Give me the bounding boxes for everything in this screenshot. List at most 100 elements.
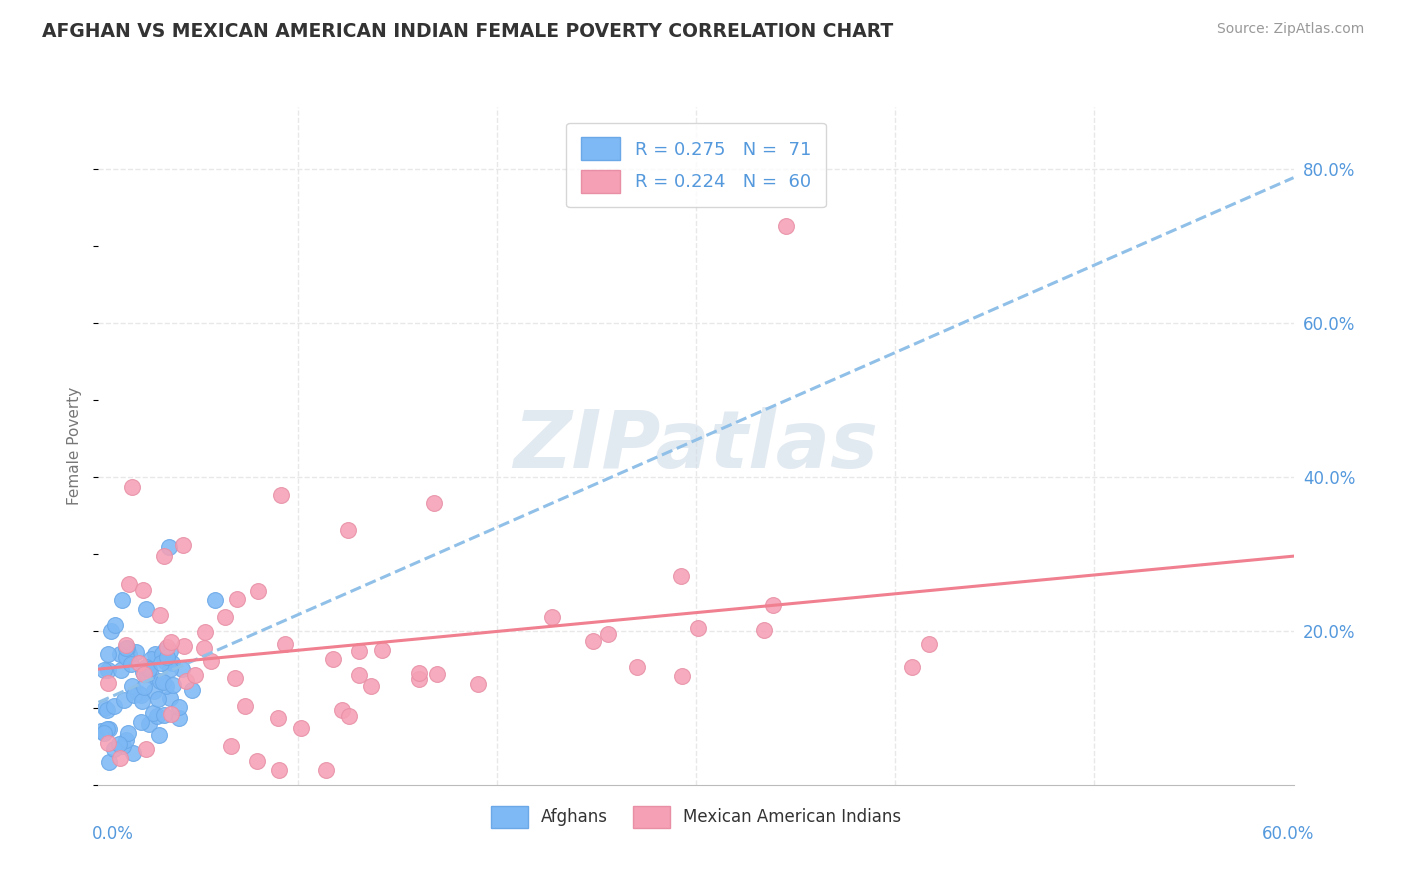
Point [111, 739, 134, 753]
Point [94, 701, 117, 715]
Point [118, 577, 141, 591]
Point [273, 637, 295, 651]
Point [193, 624, 215, 639]
Point [153, 643, 176, 657]
Point [128, 657, 150, 671]
Point [193, 640, 215, 655]
Point [146, 709, 169, 723]
Point [172, 538, 194, 552]
Point [129, 715, 152, 730]
Point [115, 639, 138, 653]
Point [159, 644, 181, 658]
Point [156, 640, 179, 655]
Point [143, 647, 166, 661]
Point [626, 660, 648, 674]
Text: Source: ZipAtlas.com: Source: ZipAtlas.com [1216, 22, 1364, 37]
Point [360, 679, 382, 693]
Point [108, 737, 131, 751]
Point [97, 755, 120, 769]
Point [315, 763, 337, 777]
Point [267, 763, 290, 777]
Point [901, 659, 924, 673]
Point [467, 677, 489, 691]
Point [541, 609, 564, 624]
Point [408, 672, 430, 686]
Point [290, 721, 312, 735]
Point [183, 667, 205, 681]
Text: 0.0%: 0.0% [91, 825, 134, 843]
Point [159, 662, 181, 676]
Point [108, 750, 131, 764]
Point [337, 523, 360, 537]
Point [270, 488, 292, 502]
Point [598, 627, 620, 641]
Point [775, 219, 797, 234]
Point [114, 732, 136, 747]
Point [148, 728, 170, 742]
Point [167, 700, 190, 714]
Text: 60.0%: 60.0% [1263, 825, 1315, 843]
Point [97, 737, 120, 751]
Point [135, 667, 157, 681]
Point [103, 698, 125, 713]
Point [149, 608, 172, 623]
Point [96, 702, 118, 716]
Point [221, 739, 243, 753]
Point [132, 681, 155, 695]
Point [146, 691, 169, 706]
Point [322, 652, 344, 666]
Point [247, 584, 270, 599]
Point [93, 664, 115, 678]
Point [688, 621, 710, 635]
Point [204, 593, 226, 607]
Point [162, 678, 184, 692]
Point [159, 635, 181, 649]
Point [117, 647, 139, 661]
Point [97, 676, 120, 690]
Point [135, 602, 157, 616]
Point [112, 692, 135, 706]
Point [762, 598, 785, 612]
Point [153, 549, 176, 563]
Point [224, 671, 246, 685]
Point [127, 686, 149, 700]
Point [752, 623, 775, 637]
Point [135, 742, 157, 756]
Point [214, 609, 236, 624]
Point [174, 673, 197, 688]
Point [132, 665, 155, 679]
Point [669, 568, 692, 582]
Point [131, 694, 153, 708]
Point [115, 641, 138, 656]
Point [157, 540, 180, 554]
Point [423, 496, 446, 510]
Point [125, 645, 148, 659]
Point [155, 679, 177, 693]
Point [132, 667, 155, 681]
Point [90, 723, 112, 738]
Point [103, 741, 125, 756]
Point [129, 688, 152, 702]
Point [141, 668, 163, 682]
Point [152, 675, 174, 690]
Point [233, 699, 256, 714]
Point [100, 624, 122, 638]
Point [121, 746, 143, 760]
Point [97, 663, 120, 677]
Point [142, 684, 165, 698]
Text: ZIPatlas: ZIPatlas [513, 407, 879, 485]
Point [246, 754, 269, 768]
Point [108, 648, 131, 662]
Legend: Afghans, Mexican American Indians: Afghans, Mexican American Indians [484, 799, 908, 834]
Point [371, 643, 394, 657]
Point [347, 643, 370, 657]
Point [121, 480, 143, 494]
Point [200, 654, 222, 668]
Point [93, 725, 115, 739]
Point [426, 667, 449, 681]
Point [160, 656, 183, 670]
Point [172, 662, 194, 676]
Point [98, 722, 121, 736]
Point [122, 689, 145, 703]
Point [918, 637, 941, 651]
